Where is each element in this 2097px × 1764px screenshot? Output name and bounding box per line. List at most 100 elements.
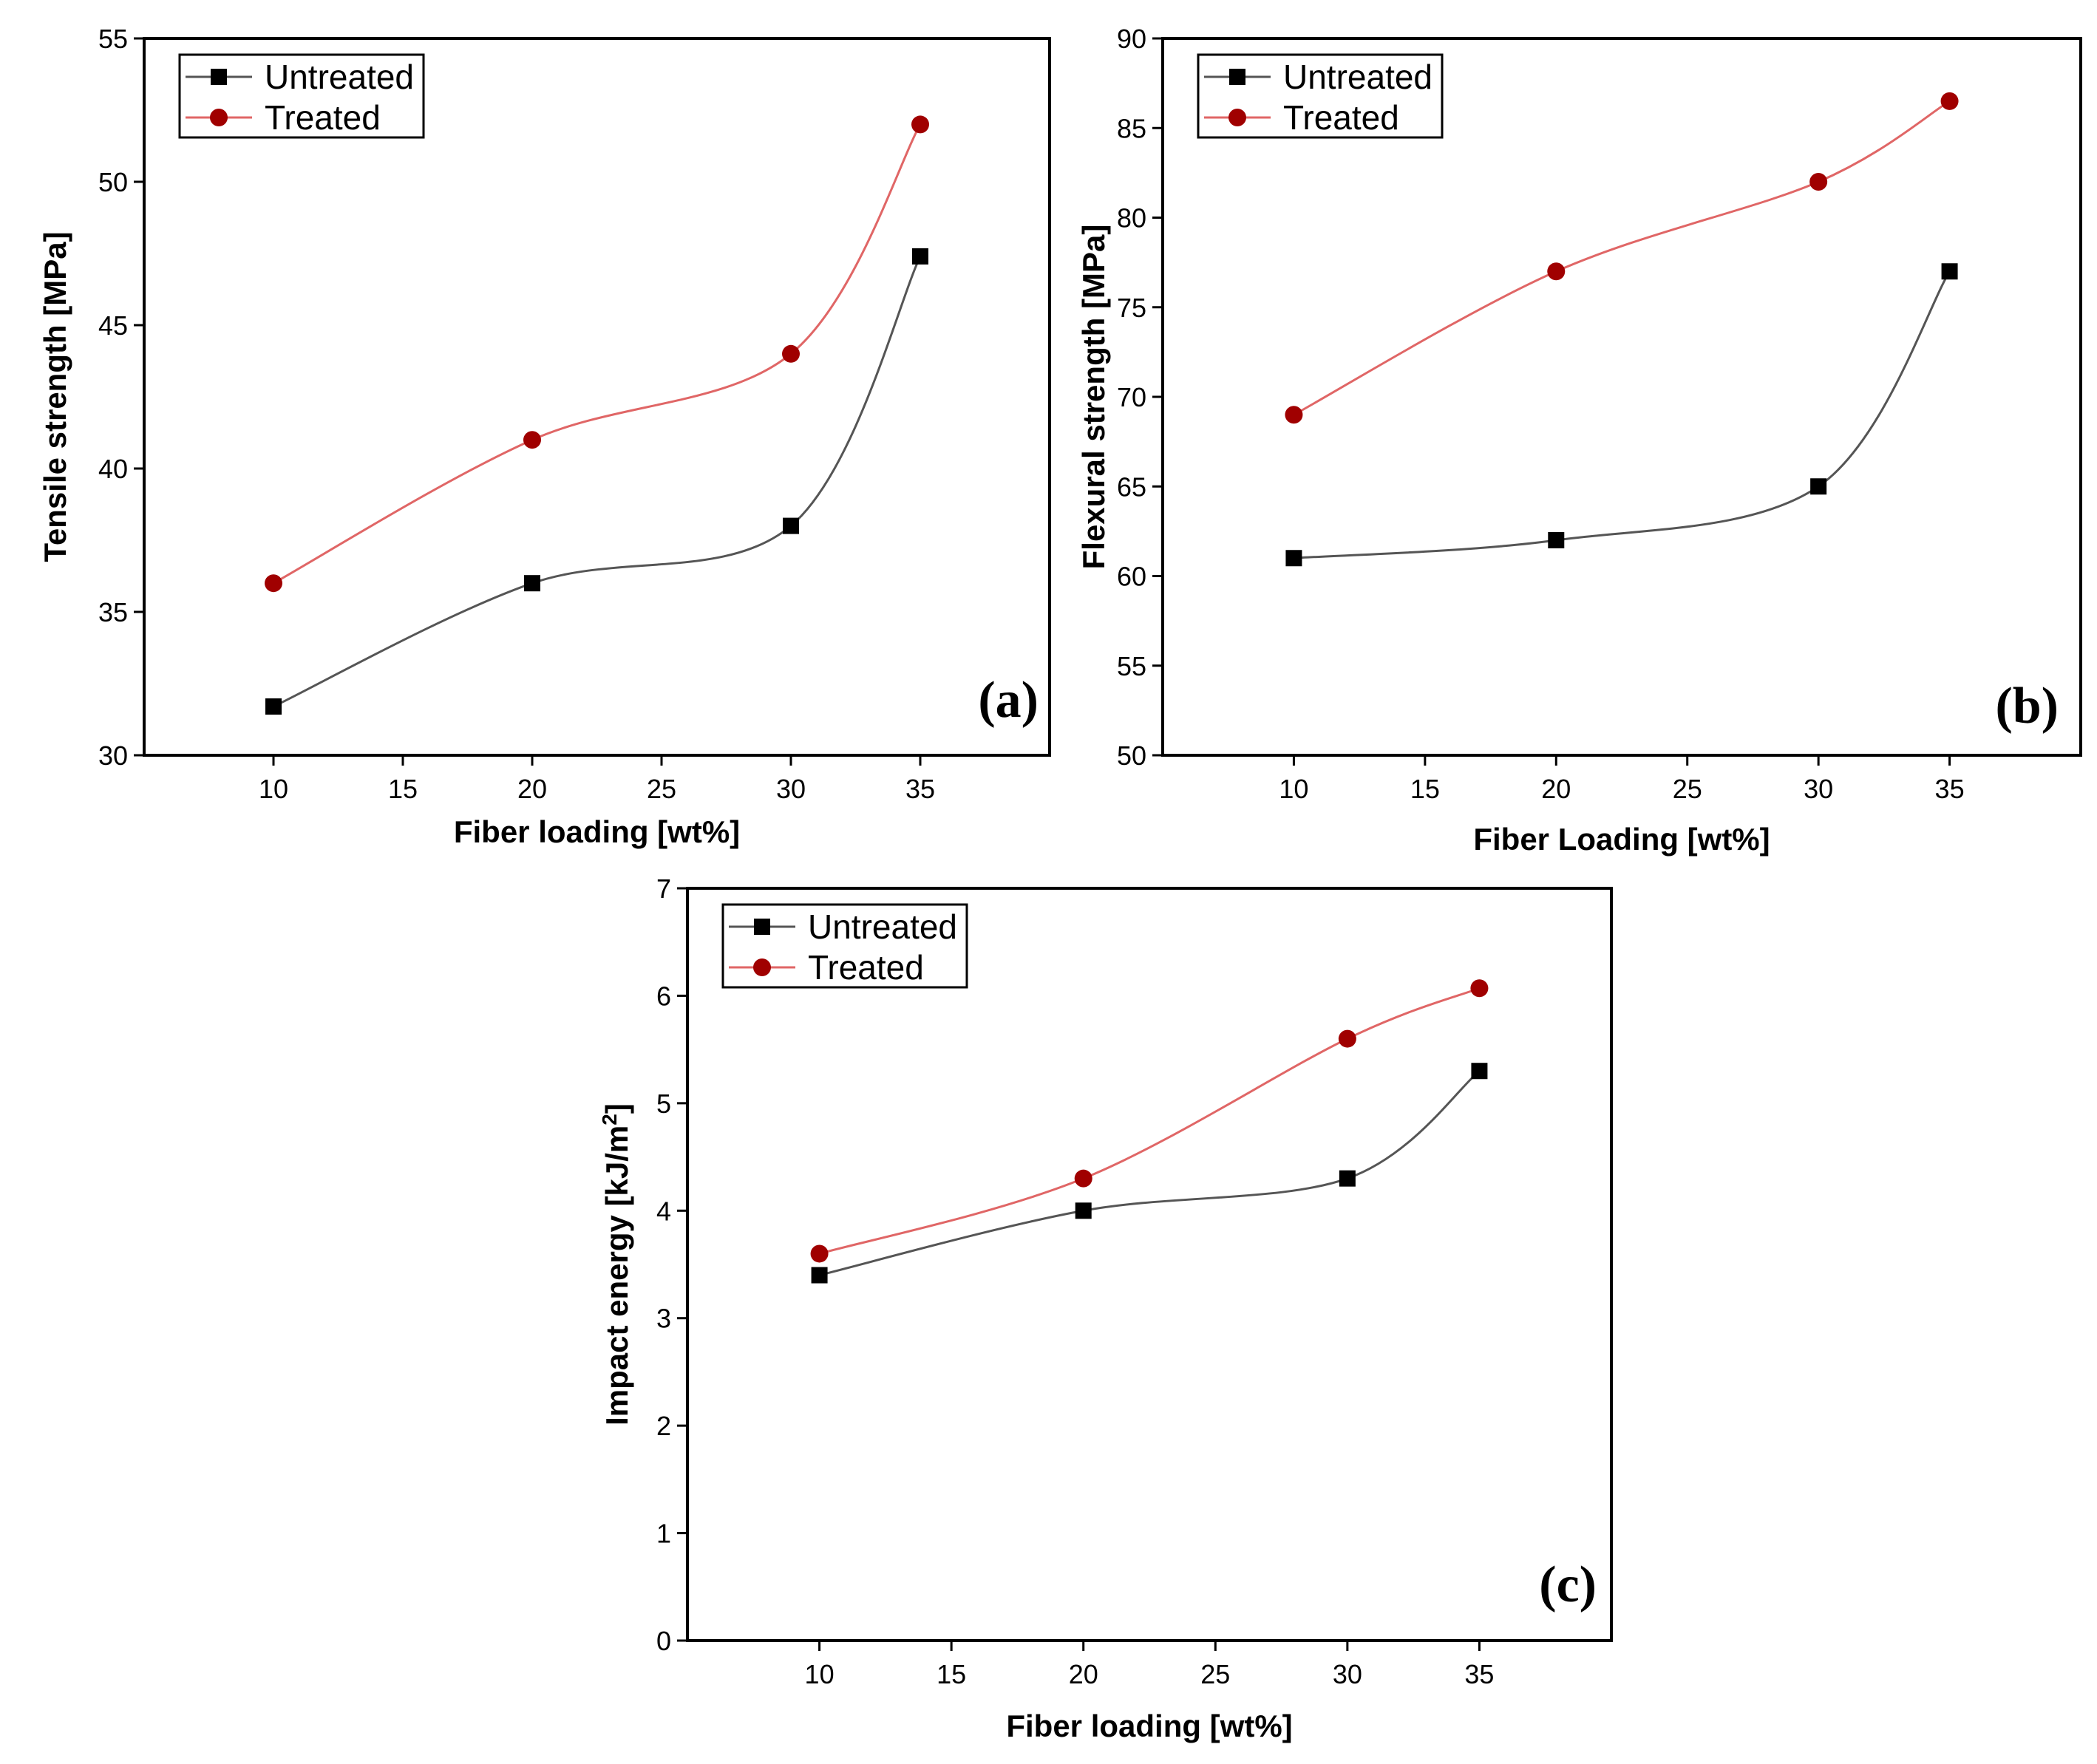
data-point-untreated: [1285, 550, 1302, 567]
panel-label: (b): [1995, 678, 2059, 735]
legend-label-untreated: Untreated: [1283, 58, 1432, 96]
plot-area: [686, 887, 1613, 1642]
x-axis-title: Fiber Loading [wt%]: [1473, 822, 1770, 857]
data-point-treated: [1547, 262, 1566, 281]
y-tick-label: 1: [656, 1519, 671, 1549]
x-tick-label: 25: [1673, 774, 1702, 804]
y-tick-label: 7: [656, 874, 671, 904]
y-axis-title-superscript: 2: [598, 1114, 621, 1126]
y-tick-label: 50: [1117, 740, 1146, 771]
y-tick-label: 80: [1117, 203, 1146, 234]
series-line-untreated: [819, 1070, 1481, 1277]
data-point-treated: [1285, 406, 1303, 424]
x-axis-title: Fiber loading [wt%]: [1006, 1709, 1292, 1743]
x-tick-label: 20: [1069, 1659, 1098, 1689]
y-tick-label: 4: [656, 1196, 671, 1226]
y-tick-label: 55: [98, 24, 128, 54]
y-axis-title: Tensile strength [MPa]: [38, 231, 72, 562]
y-axis-title: Impact energy [kJ/m2]: [598, 1103, 635, 1426]
legend-marker: [211, 69, 227, 85]
x-tick-label: 10: [1279, 774, 1308, 804]
y-tick-label: 70: [1117, 382, 1146, 412]
y-axis-title: Flexural strength [MPa]: [1076, 225, 1111, 570]
y-tick-label: 0: [656, 1626, 671, 1656]
legend-label-untreated: Untreated: [808, 907, 957, 946]
data-point-untreated: [912, 248, 928, 265]
data-point-treated: [523, 431, 541, 449]
legend-marker: [1229, 69, 1245, 85]
data-point-treated: [265, 574, 282, 593]
x-tick-label: 15: [388, 774, 418, 804]
panel-label: (c): [1539, 1556, 1597, 1613]
series-line-treated: [819, 987, 1480, 1255]
chart-panel-a: 10 15 20 25 30 35 30 35 40 45 50 55 Untreated Treate…: [0, 0, 1064, 872]
panel-label: (a): [978, 672, 1039, 729]
chart-panel-c: 10 15 20 25 30 35 0 1 2 3 4 5 6 7 Untreated Treated (c…: [577, 872, 1641, 1764]
data-point-untreated: [1548, 532, 1565, 548]
data-point-treated: [1940, 92, 1959, 110]
y-tick-label: 30: [98, 740, 128, 771]
x-tick-label: 30: [776, 774, 806, 804]
data-point-untreated: [783, 517, 799, 534]
data-point-treated: [810, 1244, 829, 1263]
x-tick-label: 30: [1333, 1659, 1362, 1689]
x-tick-label: 10: [805, 1659, 835, 1689]
data-point-untreated: [265, 698, 282, 715]
data-point-untreated: [1941, 263, 1958, 280]
y-tick-label: 5: [656, 1089, 671, 1119]
data-point-untreated: [524, 575, 540, 592]
tensile-strength-chart: 10 15 20 25 30 35 30 35 40 45 50 55 UntreatedTreate…: [38, 24, 1051, 849]
series-line-untreated: [273, 256, 922, 708]
data-point-treated: [1074, 1169, 1092, 1188]
legend-marker: [753, 958, 771, 976]
y-axis-title-end: ]: [599, 1103, 634, 1114]
y-tick-label: 55: [1117, 651, 1146, 681]
flexural-strength-chart: 10 15 20 25 30 35 50 55 60 65 70 75 80 85 90 Untreated…: [1076, 24, 2082, 857]
chart-panel-b: 10 15 20 25 30 35 50 55 60 65 70 75 80 85 90 Untreated…: [1064, 0, 2097, 872]
y-tick-label: 60: [1117, 562, 1146, 592]
y-tick-label: 6: [656, 981, 671, 1011]
y-tick-label: 45: [98, 310, 128, 341]
legend-label-treated: Treated: [808, 948, 924, 987]
x-axis-title: Fiber loading [wt%]: [454, 814, 740, 849]
legend-marker: [210, 109, 228, 126]
x-tick-label: 25: [647, 774, 676, 804]
data-point-treated: [911, 115, 929, 134]
x-tick-label: 25: [1200, 1659, 1230, 1689]
x-tick-label: 15: [1410, 774, 1440, 804]
data-point-untreated: [1339, 1170, 1356, 1187]
data-point-untreated: [1810, 478, 1827, 495]
x-tick-label: 20: [1541, 774, 1571, 804]
y-tick-label: 85: [1117, 113, 1146, 143]
y-tick-label: 35: [98, 597, 128, 627]
y-tick-label: 40: [98, 454, 128, 484]
data-point-treated: [1338, 1029, 1356, 1048]
x-tick-label: 10: [259, 774, 288, 804]
y-axis-title-main: Impact energy [kJ/m: [599, 1126, 634, 1426]
data-point-untreated: [811, 1267, 828, 1284]
legend-label-treated: Treated: [1283, 98, 1399, 137]
data-point-treated: [1470, 979, 1489, 998]
x-tick-label: 15: [937, 1659, 966, 1689]
y-tick-label: 75: [1117, 293, 1146, 323]
y-tick-label: 50: [98, 167, 128, 197]
plot-area: [1161, 37, 2082, 757]
y-tick-label: 65: [1117, 471, 1146, 502]
legend-label-treated: Treated: [265, 98, 381, 137]
legend-marker: [1228, 109, 1246, 126]
series-line-treated: [1293, 100, 1951, 416]
x-tick-label: 20: [517, 774, 547, 804]
x-tick-label: 30: [1804, 774, 1833, 804]
data-point-treated: [782, 344, 800, 363]
data-point-treated: [1809, 173, 1828, 191]
x-tick-label: 35: [1464, 1659, 1494, 1689]
plot-area: [143, 37, 1051, 757]
y-tick-label: 90: [1117, 24, 1146, 54]
y-tick-label: 3: [656, 1304, 671, 1334]
legend-label-untreated: Untreated: [265, 58, 414, 96]
legend-marker: [754, 919, 770, 935]
